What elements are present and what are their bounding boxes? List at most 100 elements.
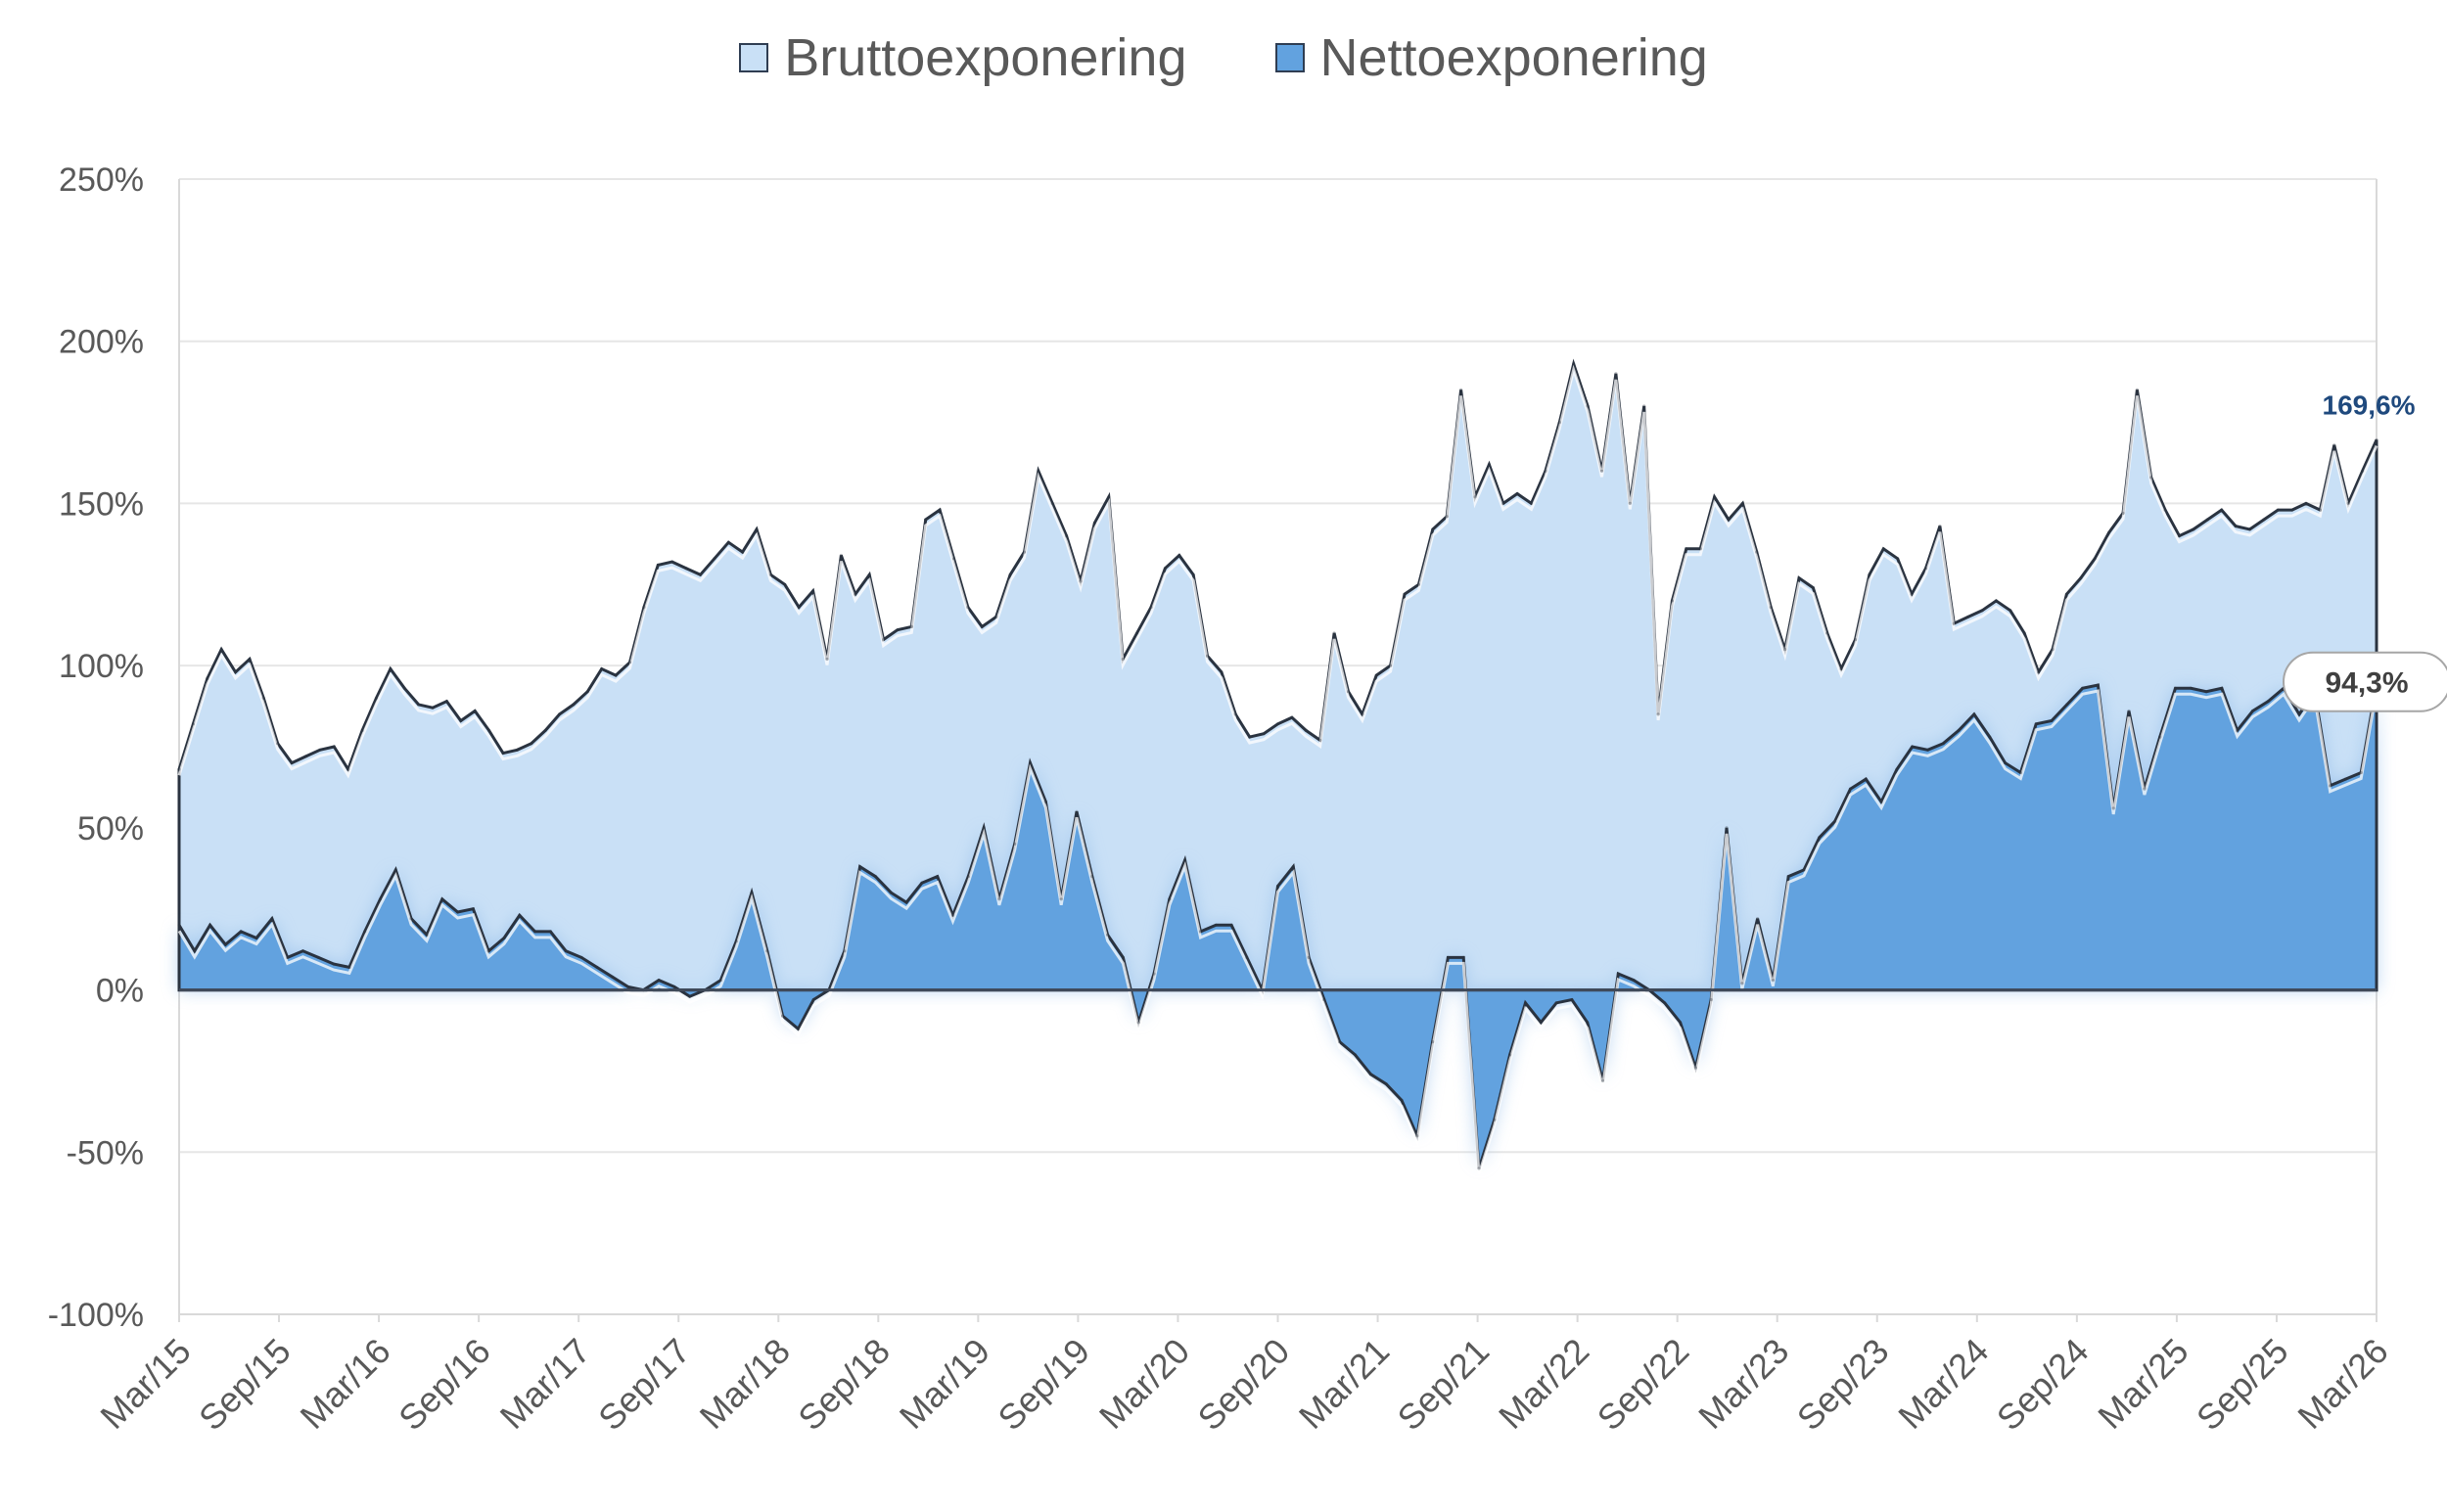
gross-point: [1614, 372, 1618, 376]
gross-point: [2332, 443, 2336, 447]
gross-point: [2135, 388, 2139, 391]
net-point: [718, 979, 722, 983]
net-point: [1523, 1001, 1528, 1005]
net-point: [1554, 1001, 1558, 1005]
net-point: [1168, 897, 1172, 901]
x-tick-label: Mar/23: [1690, 1331, 1796, 1437]
gross-point: [501, 752, 505, 756]
net-point: [1740, 982, 1744, 985]
net-point: [548, 930, 553, 934]
net-point: [1663, 1001, 1667, 1005]
gross-point: [867, 573, 871, 576]
net-point: [657, 979, 661, 983]
gross-point: [2064, 592, 2068, 596]
gross-point: [1008, 573, 1012, 576]
gross-point: [318, 748, 322, 752]
net-point: [1771, 979, 1775, 983]
gross-point: [2346, 501, 2350, 506]
gross-point: [1445, 515, 1449, 519]
net-point: [1818, 836, 1822, 840]
net-point: [2158, 735, 2162, 739]
x-tick-label: Sep/18: [790, 1331, 898, 1439]
gross-point: [1811, 586, 1815, 590]
gross-point: [2304, 501, 2308, 506]
gross-point: [191, 722, 195, 726]
gross-point: [768, 573, 773, 576]
x-tick-label: Mar/25: [2090, 1331, 2195, 1437]
net-point: [2359, 770, 2363, 775]
net-point: [425, 933, 429, 937]
net-point: [2173, 686, 2178, 690]
net-point: [363, 930, 367, 934]
y-tick-label: -100%: [48, 1297, 144, 1334]
gross-point: [1994, 599, 1998, 603]
x-tick-label: Sep/16: [391, 1331, 498, 1439]
y-tick-label: 200%: [59, 324, 144, 361]
gross-point: [177, 767, 181, 771]
y-tick-label: -50%: [67, 1134, 144, 1171]
gross-point: [2177, 534, 2182, 538]
gross-point: [1670, 599, 1674, 603]
legend-item-gross: Bruttoexponering: [739, 27, 1187, 88]
gross-point: [1416, 582, 1420, 586]
gross-point: [459, 718, 463, 723]
net-point: [518, 913, 522, 917]
gross-point: [741, 550, 745, 554]
net-point: [1693, 1066, 1697, 1070]
net-point: [177, 923, 181, 927]
gross-point: [1586, 404, 1590, 408]
gross-point: [1050, 501, 1054, 506]
gross-point: [487, 728, 491, 733]
gross-point: [2163, 508, 2167, 512]
gross-point: [1797, 576, 1801, 580]
gross-point: [2051, 648, 2055, 652]
x-tick-label: Mar/19: [892, 1331, 997, 1437]
net-point: [811, 997, 815, 1002]
gross-point: [1656, 712, 1660, 716]
net-point: [1415, 1134, 1419, 1138]
net-point: [1925, 748, 1930, 752]
net-point: [1183, 858, 1187, 862]
net-point: [2018, 770, 2022, 775]
net-point: [1988, 735, 1992, 739]
gross-point: [1713, 495, 1717, 499]
net-point: [920, 881, 924, 885]
y-tick-label: 0%: [96, 973, 144, 1010]
net-point: [409, 917, 413, 921]
gross-point: [1557, 421, 1561, 425]
gross-point: [670, 560, 674, 564]
net-point: [1106, 933, 1110, 937]
net-point: [1508, 1053, 1512, 1057]
gross-point: [1515, 491, 1519, 496]
data-label-net-bubble: [2283, 651, 2447, 712]
gross-point: [1952, 621, 1956, 625]
net-point: [254, 936, 258, 940]
gross-point: [543, 728, 547, 733]
net-point: [688, 994, 692, 998]
net-point: [889, 891, 893, 894]
net-point: [2065, 703, 2069, 707]
gross-point: [909, 624, 913, 629]
gross-point: [1191, 573, 1195, 576]
gross-point: [585, 690, 589, 694]
gross-point: [1783, 648, 1787, 652]
net-point: [672, 985, 676, 988]
gross-point: [627, 661, 632, 664]
net-point: [1725, 826, 1729, 830]
net-point: [1972, 712, 1976, 716]
net-point: [1446, 955, 1450, 960]
net-point: [873, 875, 878, 879]
gross-point: [1248, 735, 1252, 739]
gross-point: [2262, 518, 2266, 522]
net-point: [858, 865, 862, 869]
gross-point: [1403, 592, 1407, 596]
net-point: [1090, 875, 1094, 879]
data-label-net-last: 94,3%: [2325, 667, 2408, 700]
gross-point: [2290, 508, 2294, 512]
gross-point: [444, 700, 448, 704]
gross-point: [2192, 527, 2195, 531]
y-tick-label: 250%: [59, 161, 144, 199]
net-point: [2111, 806, 2115, 810]
net-point: [1864, 777, 1868, 781]
gross-point: [290, 761, 294, 765]
